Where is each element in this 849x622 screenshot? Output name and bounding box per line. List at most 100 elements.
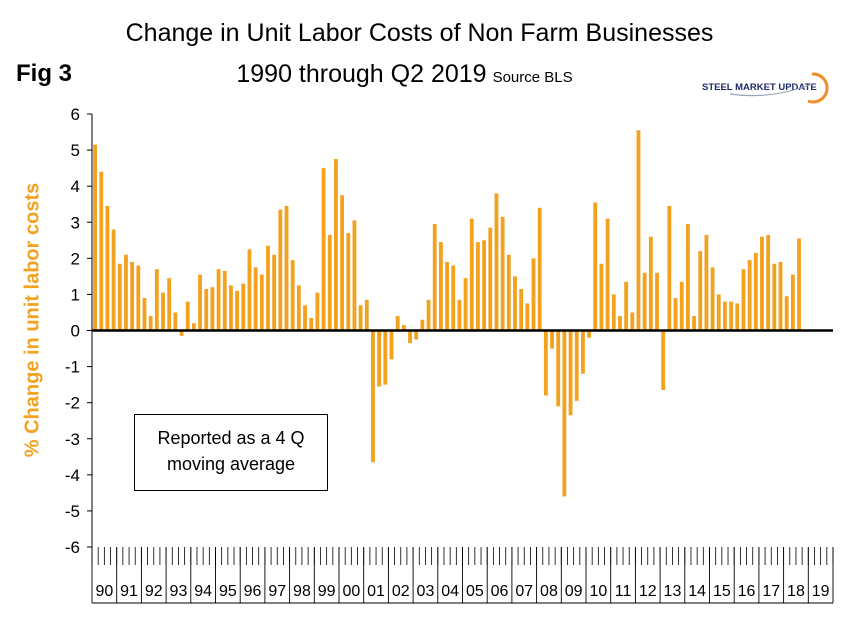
bar (661, 330, 666, 391)
x-tick-label: 98 (293, 583, 311, 600)
bar (525, 303, 530, 331)
y-tick-label: 5 (71, 141, 80, 160)
bar (253, 267, 258, 331)
source-label: Source BLS (492, 69, 573, 86)
bar (550, 330, 554, 349)
bar (266, 245, 270, 331)
bar (451, 265, 456, 331)
bar (130, 261, 135, 331)
bar (334, 159, 338, 331)
bar (247, 249, 252, 331)
bar (235, 290, 240, 331)
annotation-line2: moving average (166, 454, 296, 474)
x-tick-label: 06 (491, 583, 509, 600)
bar (519, 289, 524, 331)
x-tick-label: 05 (466, 583, 484, 600)
bar (426, 299, 431, 331)
logo-text: STEEL MARKET UPDATE (702, 82, 817, 93)
annotation-line1: Reported as a 4 Q (157, 428, 305, 448)
y-tick-label: -4 (65, 466, 80, 485)
x-tick-label: 00 (342, 583, 360, 600)
bar (685, 224, 690, 331)
bar (587, 330, 591, 338)
x-tick-label: 19 (812, 583, 830, 600)
bar (241, 283, 246, 331)
x-tick-label: 17 (762, 583, 780, 600)
bar (377, 330, 382, 387)
bar (395, 316, 400, 331)
bar (500, 216, 505, 331)
chart-title-line1: Change in Unit Labor Costs of Non Farm B… (125, 19, 714, 47)
bar (482, 240, 487, 331)
bar (772, 263, 777, 331)
y-tick-label: 3 (71, 213, 80, 232)
bar (513, 276, 517, 331)
bar (562, 330, 567, 497)
bar (290, 260, 295, 331)
bar (346, 233, 351, 331)
bar (463, 278, 468, 331)
x-tick-label: 92 (145, 583, 163, 600)
y-tick-label: 6 (71, 105, 80, 124)
bar (438, 242, 443, 331)
figure-label: Fig 3 (16, 60, 73, 87)
x-tick-label: 11 (615, 583, 632, 600)
x-tick-label: 97 (268, 583, 286, 600)
bar (117, 263, 122, 331)
x-tick-label: 95 (219, 583, 237, 600)
bar (408, 330, 412, 344)
x-tick-label: 18 (787, 583, 805, 600)
bar (778, 261, 783, 331)
bar (364, 299, 369, 331)
bar (581, 330, 585, 374)
y-tick-label: -2 (65, 394, 80, 413)
annotation-box: Reported as a 4 Q moving average (134, 414, 328, 491)
bar (797, 238, 801, 331)
bar (340, 195, 344, 331)
x-tick-label: 91 (120, 583, 138, 600)
bar (420, 319, 425, 331)
logo-arc-icon (807, 72, 829, 104)
bar (760, 236, 764, 331)
y-tick-label: -3 (65, 430, 80, 449)
y-tick-label: -1 (65, 358, 80, 377)
bar (154, 269, 159, 331)
bar (389, 330, 394, 360)
bar (729, 301, 734, 331)
x-tick-label: 14 (688, 583, 706, 600)
x-tick-label: 99 (318, 583, 336, 600)
bar (383, 330, 388, 385)
x-tick-label: 13 (664, 583, 682, 600)
bar (611, 294, 616, 331)
steel-market-update-logo: STEEL MARKET UPDATE (702, 72, 829, 104)
bar (99, 171, 104, 331)
bar (124, 254, 128, 331)
x-tick-label: 15 (713, 583, 731, 600)
bar (93, 144, 97, 331)
bar (692, 316, 696, 331)
bar (259, 274, 264, 331)
x-axis: 90 91 92 93 94 95 96 97 98 99 00 01 02 03 04 05 06 07 08 09… (91, 547, 834, 604)
y-tick-label: 2 (71, 249, 80, 268)
bar (185, 301, 190, 331)
bar (469, 218, 474, 331)
chart-subtitle: 1990 through Q2 2019 (236, 60, 487, 88)
bar (216, 269, 221, 331)
bar (229, 285, 233, 331)
bar (327, 234, 332, 331)
bar (371, 330, 375, 463)
bar (741, 269, 746, 331)
bar-series (93, 130, 801, 497)
bar (401, 325, 406, 331)
bar (173, 312, 178, 331)
x-tick-label: 07 (515, 583, 533, 600)
bar (710, 267, 715, 331)
bar (142, 298, 147, 331)
bar (735, 303, 740, 331)
bar (179, 330, 184, 336)
x-tick-label: 94 (194, 583, 212, 600)
chart-title-line2: 1990 through Q2 2019 Source BLS (0, 60, 829, 89)
bar (148, 316, 153, 331)
bar (198, 274, 202, 331)
